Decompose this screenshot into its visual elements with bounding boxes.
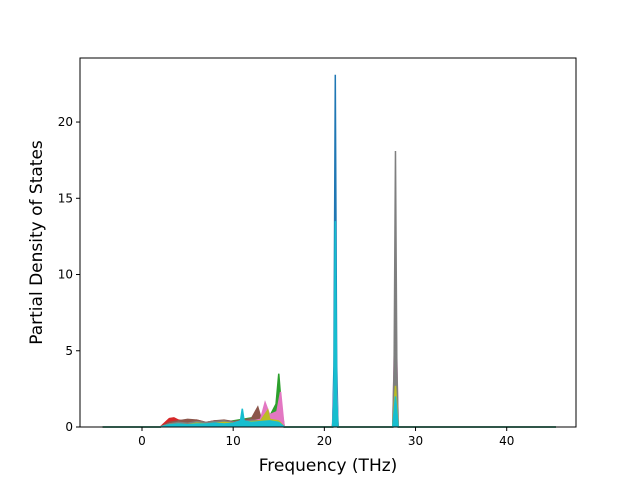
x-tick-label: 20: [317, 434, 332, 448]
series-layer: [102, 74, 556, 428]
series-10-line: [102, 221, 556, 428]
x-axis: 0 10 20 30 40: [138, 427, 514, 448]
y-axis: 0 5 10 15 20: [58, 115, 80, 434]
x-tick-label: 40: [499, 434, 514, 448]
y-tick-label: 15: [58, 191, 73, 205]
x-tick-label: 0: [138, 434, 146, 448]
y-tick-label: 5: [65, 344, 73, 358]
y-tick-label: 10: [58, 268, 73, 282]
y-tick-label: 0: [65, 420, 73, 434]
x-tick-label: 10: [226, 434, 241, 448]
y-axis-label: Partial Density of States: [27, 140, 47, 345]
axes-frame: [79, 57, 577, 428]
x-axis-label: Frequency (THz): [259, 456, 398, 476]
x-tick-label: 30: [408, 434, 423, 448]
y-tick-label: 20: [58, 115, 73, 129]
plot-area: [79, 57, 577, 428]
